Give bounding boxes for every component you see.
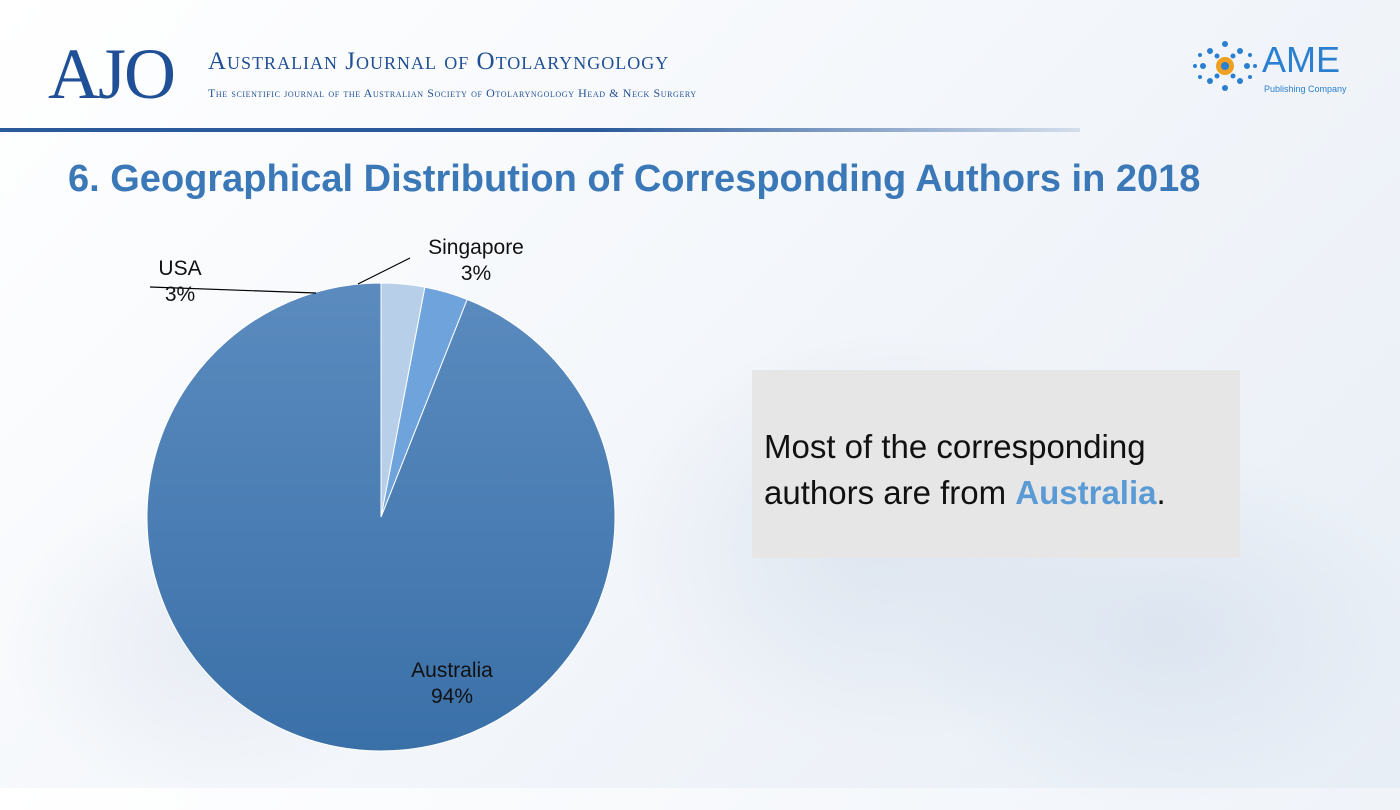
ajo-logo: AJO xyxy=(48,34,176,114)
ame-logo-subtitle: Publishing Company xyxy=(1264,84,1347,94)
callout-highlight: Australia xyxy=(1015,474,1157,511)
leader-line-singapore xyxy=(357,257,411,285)
header-divider xyxy=(0,128,1080,132)
slice-label-usa: USA xyxy=(158,257,201,280)
callout-text-end: . xyxy=(1156,474,1166,511)
callout-text-main: Most of the corresponding authors are fr… xyxy=(764,428,1146,511)
slide-header: AJO Australian Journal of Otolaryngology… xyxy=(0,0,1400,135)
slice-value-label-australia: 94% xyxy=(431,685,473,708)
ame-logo-text: AME xyxy=(1262,39,1341,80)
journal-subtitle: The scientific journal of the Australian… xyxy=(208,86,697,100)
callout-box: Most of the corresponding authors are fr… xyxy=(752,370,1240,558)
slice-value-label-singapore: 3% xyxy=(461,262,491,285)
slice-label-singapore: Singapore xyxy=(428,236,524,259)
journal-title: Australian Journal of Otolaryngology xyxy=(208,48,670,75)
ame-logo: AME Publishing Company xyxy=(1190,36,1360,98)
leader-line-usa xyxy=(149,286,317,294)
slice-value-label-usa: 3% xyxy=(165,283,195,306)
pie-chart: Australia 94% USA 3% Singapore 3% xyxy=(146,236,616,752)
callout-text: Most of the corresponding authors are fr… xyxy=(764,424,1234,516)
pie-slice-singapore xyxy=(380,282,426,518)
slice-label-australia: Australia xyxy=(411,659,493,682)
slide-title: 6. Geographical Distribution of Correspo… xyxy=(68,158,1201,200)
ame-dots-icon xyxy=(1193,41,1257,91)
